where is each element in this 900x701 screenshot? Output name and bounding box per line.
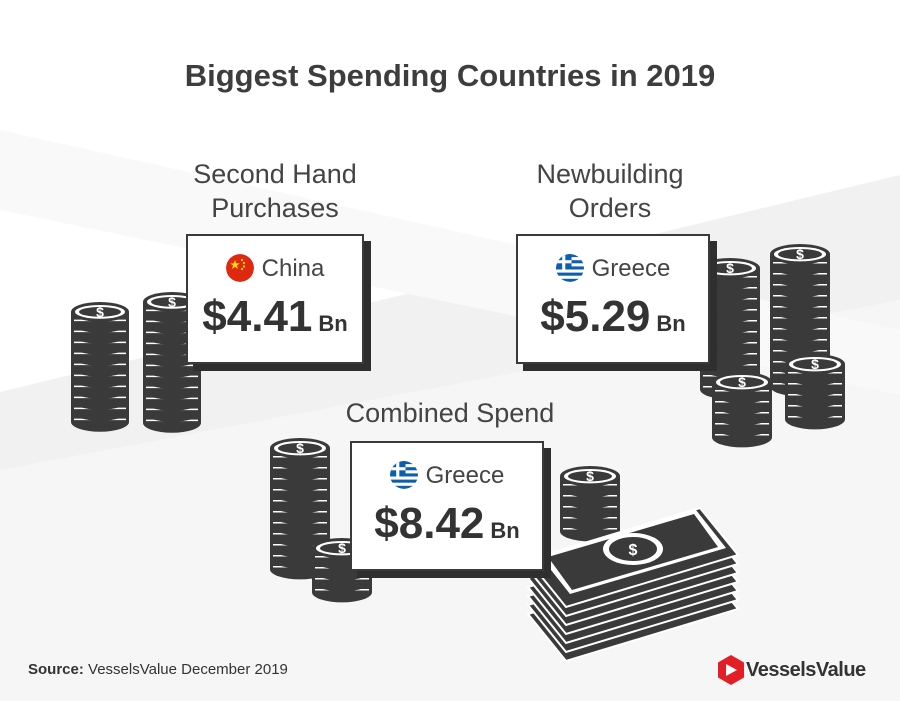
country-row: Greece (352, 461, 542, 490)
country-name: Greece (591, 255, 671, 282)
coin-stack-icon: $ (712, 372, 772, 448)
source-label: Source: (28, 661, 84, 678)
amount-value: $4.41 (202, 292, 313, 341)
source-note: Source: VesselsValue December 2019 (28, 661, 288, 678)
svg-text:$: $ (811, 356, 819, 372)
amount-value: $8.42 (374, 499, 485, 548)
greece-flag-icon (389, 461, 418, 489)
heading-combined: Combined Spend (345, 398, 555, 428)
amount-unit: Bn (490, 518, 520, 543)
amount: $5.29 Bn (518, 292, 708, 342)
greece-flag-icon (555, 254, 584, 282)
coin-stack-icon: $ (785, 354, 845, 430)
amount: $8.42 Bn (352, 499, 542, 549)
svg-text:$: $ (168, 294, 176, 310)
amount-unit: Bn (656, 311, 686, 336)
svg-text:$: $ (629, 542, 638, 559)
card-second-hand: China $4.41 Bn (186, 234, 364, 364)
country-name: China (261, 255, 325, 282)
brand-name: VesselsValue (746, 659, 866, 681)
card-newbuilding: Greece $5.29 Bn (516, 234, 710, 364)
source-text: VesselsValue December 2019 (88, 661, 288, 678)
heading-newbuilding: Newbuilding Orders (536, 159, 684, 223)
card-combined: Greece $8.42 Bn (350, 441, 544, 571)
amount-value: $5.29 (540, 292, 651, 341)
svg-text:$: $ (738, 374, 746, 390)
country-name: Greece (425, 462, 505, 489)
vesselsvalue-logo-icon (718, 655, 744, 685)
coin-stack-icon: $ (270, 438, 330, 580)
banknote-stack-icon: $ (526, 506, 740, 663)
svg-text:$: $ (796, 246, 804, 262)
amount-unit: Bn (318, 311, 348, 336)
amount: $4.41 Bn (188, 292, 362, 342)
svg-text:$: $ (338, 540, 346, 556)
coin-stack-icon: $ (71, 302, 129, 432)
country-row: China (188, 254, 362, 283)
page-title: Biggest Spending Countries in 2019 (184, 58, 716, 93)
svg-text:$: $ (726, 260, 734, 276)
svg-text:$: $ (586, 468, 594, 484)
coin-stack-icon: $ (560, 466, 620, 542)
svg-text:$: $ (296, 440, 304, 456)
china-flag-icon (225, 254, 254, 282)
country-row: Greece (518, 254, 708, 283)
svg-text:$: $ (96, 304, 104, 320)
heading-second-hand: Second Hand Purchases (193, 159, 357, 223)
